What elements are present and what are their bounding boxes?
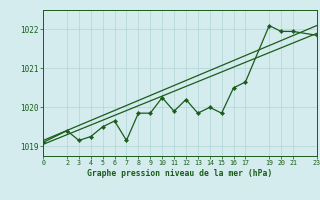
X-axis label: Graphe pression niveau de la mer (hPa): Graphe pression niveau de la mer (hPa)	[87, 169, 273, 178]
